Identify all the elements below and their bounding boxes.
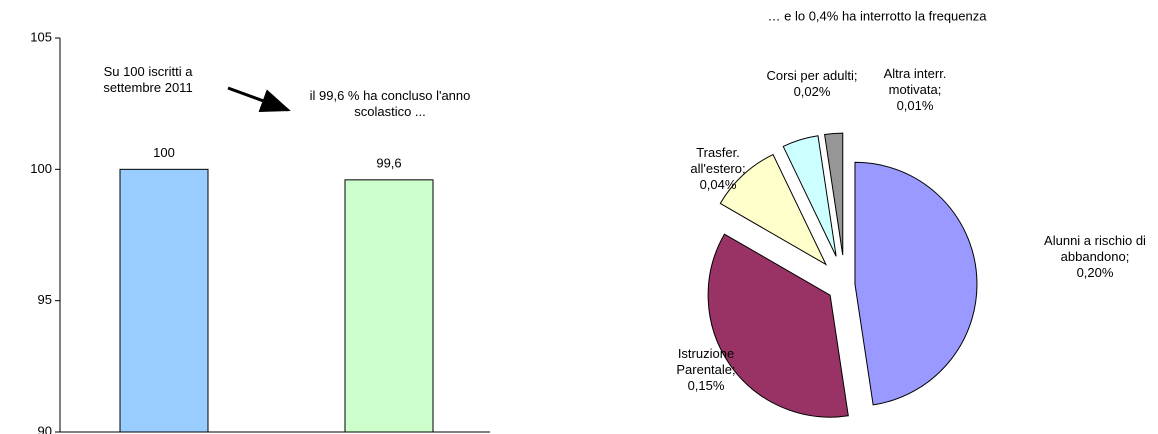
annotation: il 99,6 % ha concluso l'anno scolastico …	[309, 88, 471, 119]
pie-slice	[782, 135, 837, 257]
bar	[119, 168, 209, 433]
chart-title: … e lo 0,4% ha interrotto la frequenza	[768, 8, 988, 23]
slice-value-label: 0,02%	[793, 84, 831, 99]
y-tick-label: 90	[38, 423, 52, 434]
pie-slice	[719, 153, 828, 266]
pie-slice	[824, 132, 844, 256]
slice-value-label: 0,01%	[896, 98, 934, 113]
slice-label: Trasfer. all'estero;	[690, 145, 746, 176]
slice-label: Altra interr. motivata;	[883, 66, 947, 97]
slice-value-label: 0,04%	[699, 177, 737, 192]
y-tick-label: 100	[30, 161, 52, 176]
slice-label: Istruzione Parentale;	[676, 346, 736, 377]
slice-label: Alunni a rischio di abbandono;	[1044, 233, 1146, 264]
value-label: 99,6	[376, 155, 401, 170]
annotation: Su 100 iscritti a settembre 2011	[103, 64, 193, 95]
bar	[344, 179, 434, 433]
y-tick-label: 95	[38, 292, 52, 307]
y-tick-label: 105	[30, 29, 52, 44]
slice-value-label: 0,15%	[687, 378, 725, 393]
value-label: 100	[153, 145, 175, 160]
slice-value-label: 0,20%	[1076, 265, 1114, 280]
slice-label: Corsi per adulti;	[766, 68, 858, 83]
pie-slice	[707, 233, 849, 418]
arrow	[227, 86, 291, 112]
pie-slice	[854, 161, 978, 406]
